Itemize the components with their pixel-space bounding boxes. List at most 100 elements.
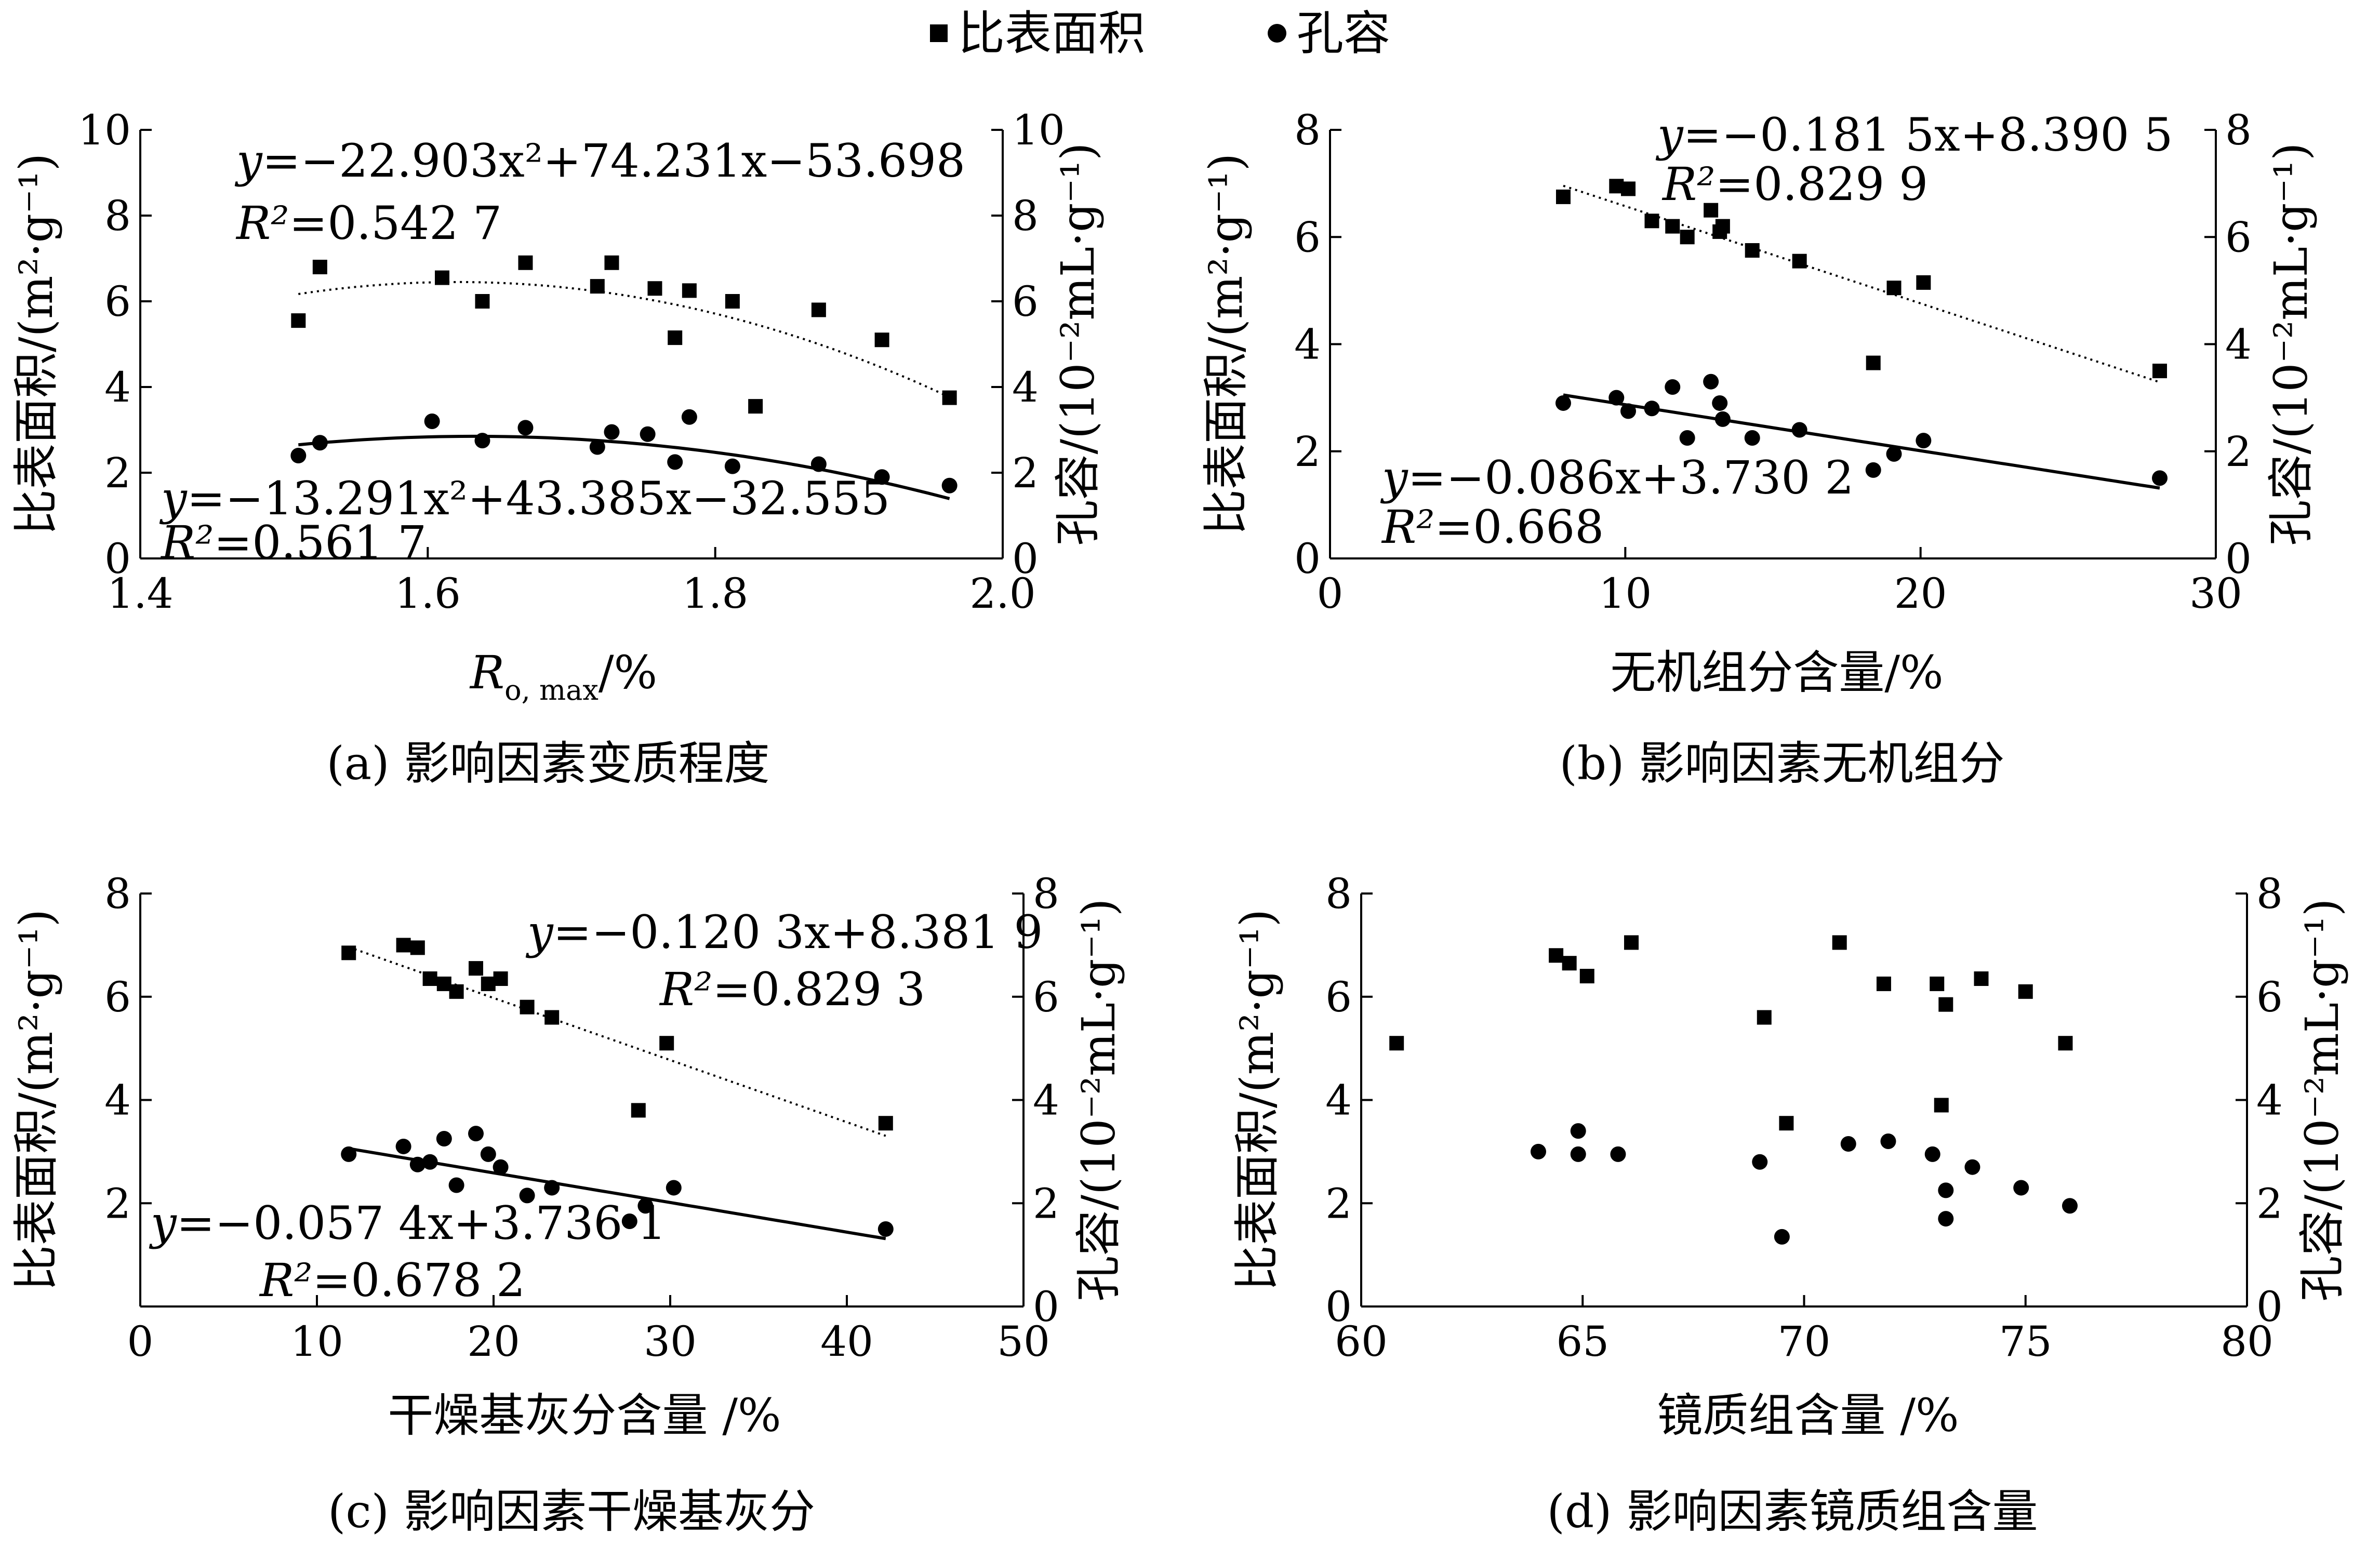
y-left-axis-label: 比表面积/(m²·g⁻¹): [9, 909, 63, 1291]
surface-data-point: [1792, 254, 1807, 269]
pore-data-point: [1938, 1182, 1954, 1198]
y-right-tick-label: 8: [1012, 192, 1039, 240]
pore-data-point: [448, 1177, 464, 1193]
y-left-tick-label: 6: [1325, 973, 1352, 1021]
panel-c: 0 10 20 30 40 50 2 4 6 8 0 2 4 6 8 比表面积/(m²·g⁻¹) 孔容/(10⁻…: [9, 870, 1125, 1538]
pore-data-point: [1865, 462, 1881, 478]
surface-data-point: [604, 255, 619, 270]
x-tick-label: 10: [1599, 569, 1652, 618]
surface-data-point: [1704, 203, 1719, 218]
x-tick-label: 80: [2221, 1317, 2273, 1366]
x-tick-label: 0: [127, 1317, 154, 1366]
surface-data-point: [1930, 976, 1945, 991]
surface-data-point: [1621, 181, 1636, 196]
y-left-tick-label: 0: [1325, 1283, 1352, 1331]
x-tick-label: 10: [290, 1317, 343, 1366]
pore-data-point: [637, 1198, 654, 1214]
regression-annotation: y=−0.181 5x+8.390 5: [1655, 108, 2173, 162]
x-tick-label: 0: [1317, 569, 1344, 618]
pore-data-point: [1679, 430, 1695, 446]
pore-data-point: [519, 1188, 535, 1204]
surface-data-point: [1934, 1098, 1949, 1113]
surface-data-point: [312, 260, 327, 274]
surface-data-point: [2018, 984, 2033, 999]
y-right-tick-label: 10: [1012, 106, 1065, 154]
pore-data-point: [341, 1146, 357, 1162]
pore-data-point: [312, 435, 328, 451]
y-right-tick-label: 8: [2256, 870, 2283, 918]
y-right-tick-label: 4: [1033, 1076, 1059, 1125]
pore-data-point: [877, 1221, 894, 1237]
regression-annotation: R²=0.678 2: [259, 1253, 525, 1307]
pore-data-point: [681, 409, 697, 425]
x-tick-label: 2.0: [969, 569, 1035, 618]
x-tick-label: 40: [820, 1317, 873, 1366]
x-axis-label: 镜质组含量 /%: [1657, 1389, 1959, 1442]
y-left-tick-label: 6: [1294, 213, 1321, 261]
panel-caption: (d) 影响因素镜质组含量: [1547, 1485, 2038, 1538]
surface-data-point: [1562, 956, 1577, 971]
panel-caption: (b) 影响因素无机组分: [1560, 737, 2005, 790]
surface-data-point: [1974, 971, 1989, 986]
surface-data-point: [1549, 948, 1564, 963]
surface-data-point: [1644, 214, 1659, 229]
surface-data-point: [590, 279, 605, 294]
pore-data-point: [290, 448, 307, 463]
y-right-tick-label: 6: [2225, 213, 2252, 261]
pore-data-point: [409, 1156, 426, 1172]
surface-data-point: [1389, 1036, 1404, 1051]
y-right-tick-label: 4: [1012, 363, 1039, 411]
regression-annotation: R²=0.561 7: [160, 516, 427, 569]
y-right-axis-label: 孔容/(10⁻²mL·g⁻¹): [2295, 899, 2349, 1302]
pore-data-point: [544, 1180, 560, 1196]
pore-data-point: [667, 454, 683, 470]
y-right-tick-label: 8: [2225, 106, 2252, 154]
pore-data-point: [395, 1138, 411, 1154]
surface-data-point: [422, 971, 437, 986]
surface-data-point: [1665, 219, 1680, 234]
surface-data-point: [682, 283, 697, 298]
pore-data-point: [1744, 430, 1760, 446]
surface-data-point: [396, 938, 411, 953]
pore-data-point: [1714, 411, 1731, 427]
regression-annotation: y=−13.291x²+43.385x−32.555: [159, 472, 890, 525]
y-left-tick-label: 6: [104, 973, 131, 1021]
y-right-axis-label: 孔容/(10⁻²mL·g⁻¹): [2264, 143, 2318, 546]
y-left-tick-label: 2: [1294, 428, 1321, 476]
panel-caption: (c) 影响因素干燥基灰分: [328, 1485, 815, 1538]
y-left-tick-label: 6: [104, 277, 131, 326]
circle-marker-icon: [1268, 23, 1286, 43]
surface-data-point: [493, 971, 508, 986]
y-right-tick-label: 6: [2256, 973, 2283, 1021]
y-left-tick-label: 0: [1294, 535, 1321, 583]
surface-data-point: [2058, 1036, 2073, 1051]
pore-data-point: [589, 439, 605, 455]
surface-data-point: [1745, 243, 1760, 258]
surface-data-point: [1779, 1116, 1794, 1131]
pore-data-point: [2152, 470, 2168, 486]
y-left-axis-label: 比表面积/(m²·g⁻¹): [1230, 909, 1284, 1291]
y-right-tick-label: 4: [2256, 1076, 2283, 1125]
y-left-tick-label: 8: [104, 192, 131, 240]
x-tick-label: 30: [644, 1317, 697, 1366]
pore-data-point: [1570, 1146, 1586, 1162]
surface-data-point: [668, 330, 683, 345]
surface-data-point: [748, 399, 763, 414]
x-axis-label: 无机组分含量/%: [1610, 646, 1943, 699]
surface-data-point: [291, 313, 306, 328]
surface-data-point: [1866, 355, 1881, 370]
y-right-tick-label: 0: [1012, 535, 1039, 583]
regression-annotation: y=−0.057 4x+3.736 1: [149, 1196, 666, 1250]
pore-data-point: [480, 1146, 496, 1162]
x-tick-label: 30: [2189, 569, 2242, 618]
x-axis-label: Ro, max/%: [469, 646, 657, 706]
regression-annotation: R²=0.829 3: [659, 963, 925, 1016]
legend-item-surface: 比表面积: [930, 10, 1145, 57]
surface-data-point: [1579, 969, 1594, 983]
pore-data-point: [621, 1213, 637, 1230]
pore-data-point: [2062, 1198, 2078, 1214]
surface-data-point: [1832, 935, 1847, 950]
pore-data-point: [1620, 403, 1637, 419]
